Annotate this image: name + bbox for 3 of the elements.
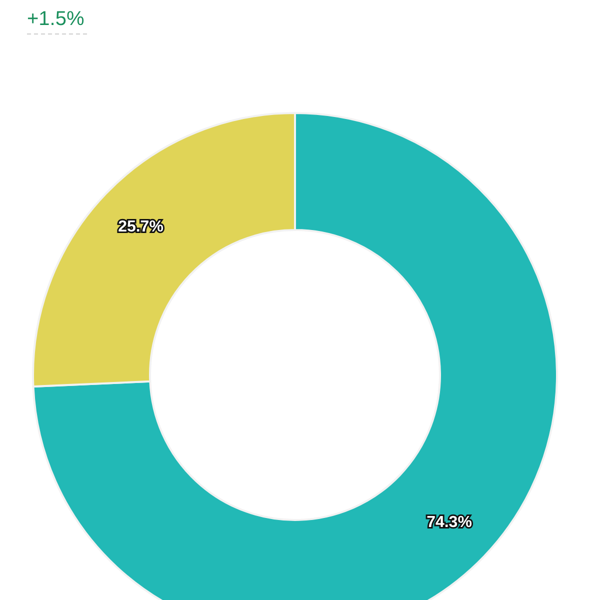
data-label: 25.7% [118,218,164,236]
data-label: 74.3% [426,514,472,531]
text: +1.5% [27,8,84,30]
